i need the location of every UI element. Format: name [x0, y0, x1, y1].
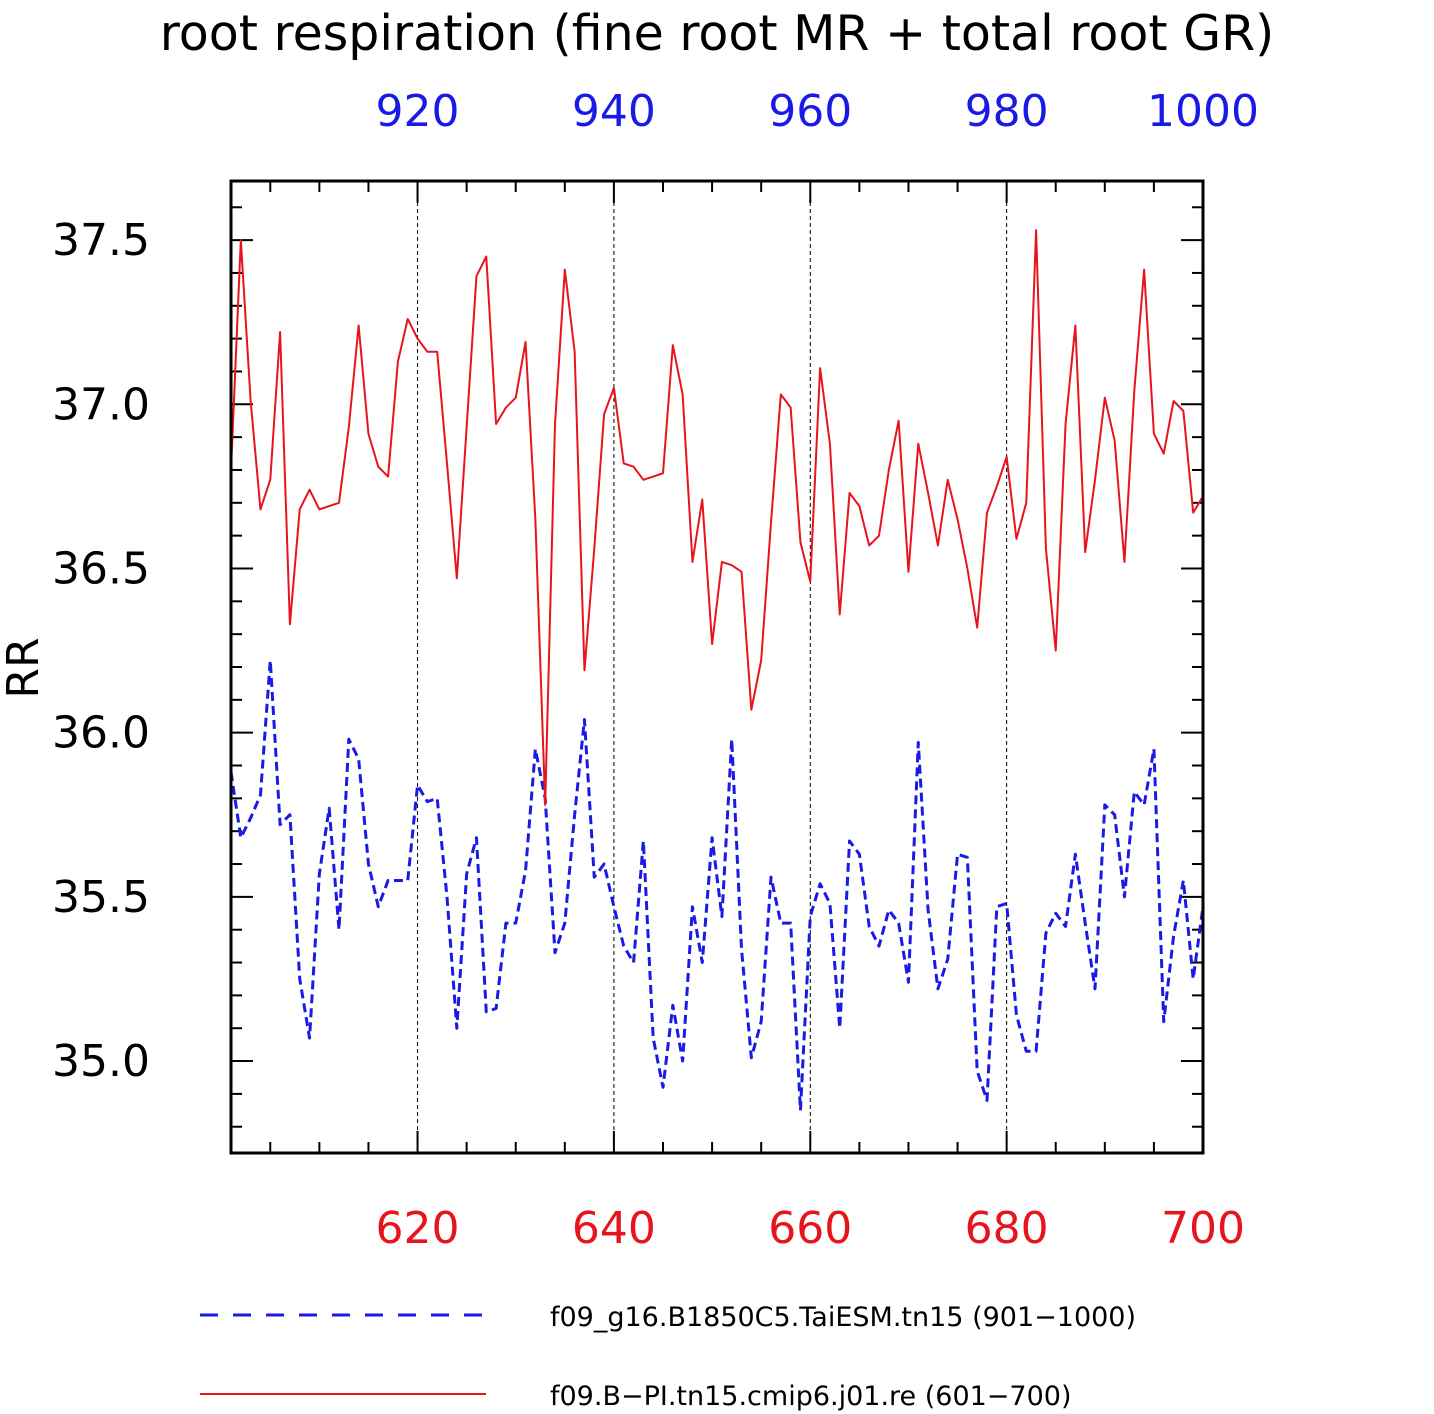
legend-label-cmip6: f09.B−PI.tn15.cmip6.j01.re (601−700) — [550, 1381, 1072, 1412]
series-line-cmip6 — [230, 229, 1204, 806]
x-top-tick-label: 1000 — [1147, 86, 1259, 137]
legend-label-taiesm: f09_g16.B1850C5.TaiESM.tn15 (901−1000) — [550, 1302, 1136, 1333]
y-tick-labels: 35.0 35.5 36.0 36.5 37.0 37.5 — [52, 215, 150, 1087]
x-bottom-tick-label: 700 — [1161, 1203, 1245, 1254]
y-tick-label: 36.0 — [52, 708, 150, 759]
y-tick-label: 36.5 — [52, 543, 150, 594]
x-top-tick-label: 980 — [965, 86, 1049, 137]
x-bottom-tick-label: 680 — [965, 1203, 1049, 1254]
chart-title: root respiration (fine root MR + total r… — [160, 5, 1275, 62]
major-ticks — [231, 181, 1204, 1153]
x-bottom-tick-label: 640 — [572, 1203, 656, 1254]
x-bottom-tick-label: 660 — [768, 1203, 852, 1254]
y-tick-label: 35.5 — [52, 872, 150, 923]
grid-lines — [417, 181, 1008, 1153]
x-top-tick-label: 940 — [572, 86, 656, 137]
series-layer — [229, 229, 1205, 1112]
x-bottom-tick-label: 620 — [376, 1203, 460, 1254]
legend: f09_g16.B1850C5.TaiESM.tn15 (901−1000) f… — [200, 1302, 1136, 1412]
series-line-taiesm — [229, 658, 1205, 1112]
y-tick-label: 37.5 — [52, 215, 150, 266]
minor-ticks — [231, 181, 1203, 1153]
y-tick-label: 37.0 — [52, 379, 150, 430]
x-top-tick-label: 920 — [376, 86, 460, 137]
x-top-tick-label: 960 — [768, 86, 852, 137]
plot-frame — [229, 179, 1205, 1155]
y-axis-label: RR — [0, 637, 49, 698]
x-top-tick-labels: 920 940 960 980 1000 — [376, 86, 1259, 137]
x-bottom-tick-labels: 620 640 660 680 700 — [376, 1203, 1245, 1254]
y-tick-label: 35.0 — [52, 1036, 150, 1087]
